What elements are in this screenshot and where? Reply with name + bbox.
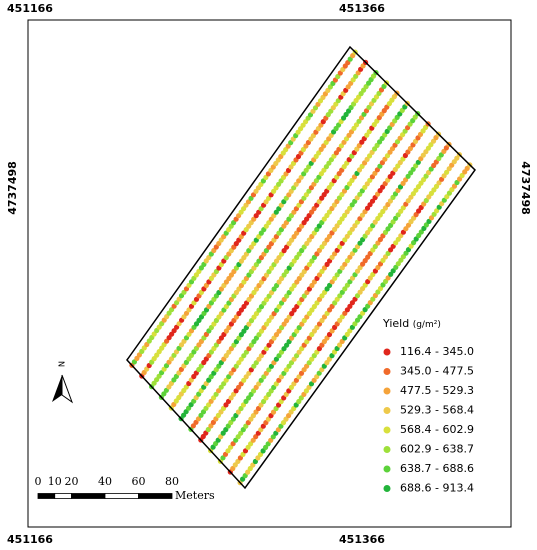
legend-swatch <box>383 465 391 473</box>
yield-point <box>372 219 378 225</box>
yield-point <box>352 321 358 327</box>
top-coord: 451166 <box>7 2 53 15</box>
yield-point <box>270 409 277 415</box>
yield-point <box>375 264 381 271</box>
yield-point <box>337 342 343 348</box>
bottom-coord: 451166 <box>7 533 53 546</box>
legend-label: 602.9 - 638.7 <box>400 443 474 456</box>
scale-label: 80 <box>165 475 179 488</box>
yield-point <box>411 240 417 246</box>
legend-swatch <box>383 426 391 434</box>
legend-swatch <box>383 485 391 492</box>
yield-point <box>263 444 269 450</box>
yield-point <box>354 268 361 274</box>
legend-label: 688.6 - 913.4 <box>400 482 474 495</box>
scale-unit: Meters <box>175 489 215 502</box>
yield-point <box>311 303 317 310</box>
scale-segment <box>138 493 173 499</box>
right-coord: 4737498 <box>519 161 532 215</box>
scale-label: 60 <box>132 475 146 488</box>
yield-point <box>454 155 460 161</box>
yield-point <box>387 198 393 204</box>
top-coord: 451366 <box>339 2 385 15</box>
yield-point <box>245 469 251 475</box>
yield-strips <box>129 49 473 486</box>
yield-point <box>225 448 231 454</box>
yield-point <box>369 198 376 204</box>
yield-point <box>444 194 450 200</box>
legend-label: 529.3 - 568.4 <box>400 404 474 417</box>
yield-point <box>434 208 440 214</box>
yield-point <box>370 296 376 302</box>
bottom-coord: 451366 <box>339 533 385 546</box>
yield-point <box>444 169 450 175</box>
scale-segment <box>37 493 56 499</box>
scale-segment <box>71 493 106 499</box>
legend-label: 477.5 - 529.3 <box>400 384 474 397</box>
legend-swatch <box>383 387 391 395</box>
left-coord: 4737498 <box>6 161 19 215</box>
yield-point <box>296 349 302 355</box>
legend-title-text: Yield <box>382 317 409 330</box>
yield-point <box>413 187 419 193</box>
scale-label: 20 <box>65 475 79 488</box>
yield-point <box>303 388 309 394</box>
yield-point <box>418 229 424 235</box>
legend-title: Yield (g/m²) <box>382 317 441 330</box>
yield-point <box>342 261 348 267</box>
yield-point <box>283 367 289 373</box>
yield-point <box>298 370 305 376</box>
legend-swatch <box>383 368 391 375</box>
yield-point <box>342 212 348 218</box>
legend-label: 345.0 - 477.5 <box>400 365 474 378</box>
yield-point <box>309 356 315 362</box>
yield-point <box>365 279 371 285</box>
scale-label: 0 <box>35 475 42 488</box>
legend: 116.4 - 345.0 345.0 - 477.5 477.5 - 529.3 5… <box>383 345 474 495</box>
legend-label: 638.7 - 688.6 <box>400 462 474 475</box>
yield-point <box>357 240 363 246</box>
legend-swatch <box>383 446 391 453</box>
yield-point <box>349 226 355 232</box>
yield-point <box>205 426 211 433</box>
yield-point <box>327 282 333 288</box>
yield-point <box>311 377 317 383</box>
north-arrow <box>61 374 74 404</box>
legend-swatch <box>383 407 391 414</box>
scale-segment <box>104 493 139 499</box>
yield-point <box>385 275 391 281</box>
yield-point <box>278 423 284 429</box>
north-label: N <box>58 361 67 367</box>
yield-point <box>238 430 244 436</box>
legend-unit: (g/m²) <box>413 320 441 330</box>
scale-segment <box>54 493 72 499</box>
legend-swatch <box>383 348 391 356</box>
field-boundary <box>126 45 476 490</box>
legend-label: 568.4 - 602.9 <box>400 423 474 436</box>
scale-label: 40 <box>98 475 112 488</box>
legend-label: 116.4 - 345.0 <box>400 345 474 358</box>
north-arrow <box>52 375 62 402</box>
yield-point <box>326 331 333 338</box>
yield-point <box>342 286 348 292</box>
yield-point <box>407 145 413 152</box>
yield-point <box>250 413 256 419</box>
yield-point <box>260 423 266 429</box>
scale-label: 10 <box>48 475 62 488</box>
yield-point <box>337 317 343 323</box>
yield-point <box>459 172 465 179</box>
